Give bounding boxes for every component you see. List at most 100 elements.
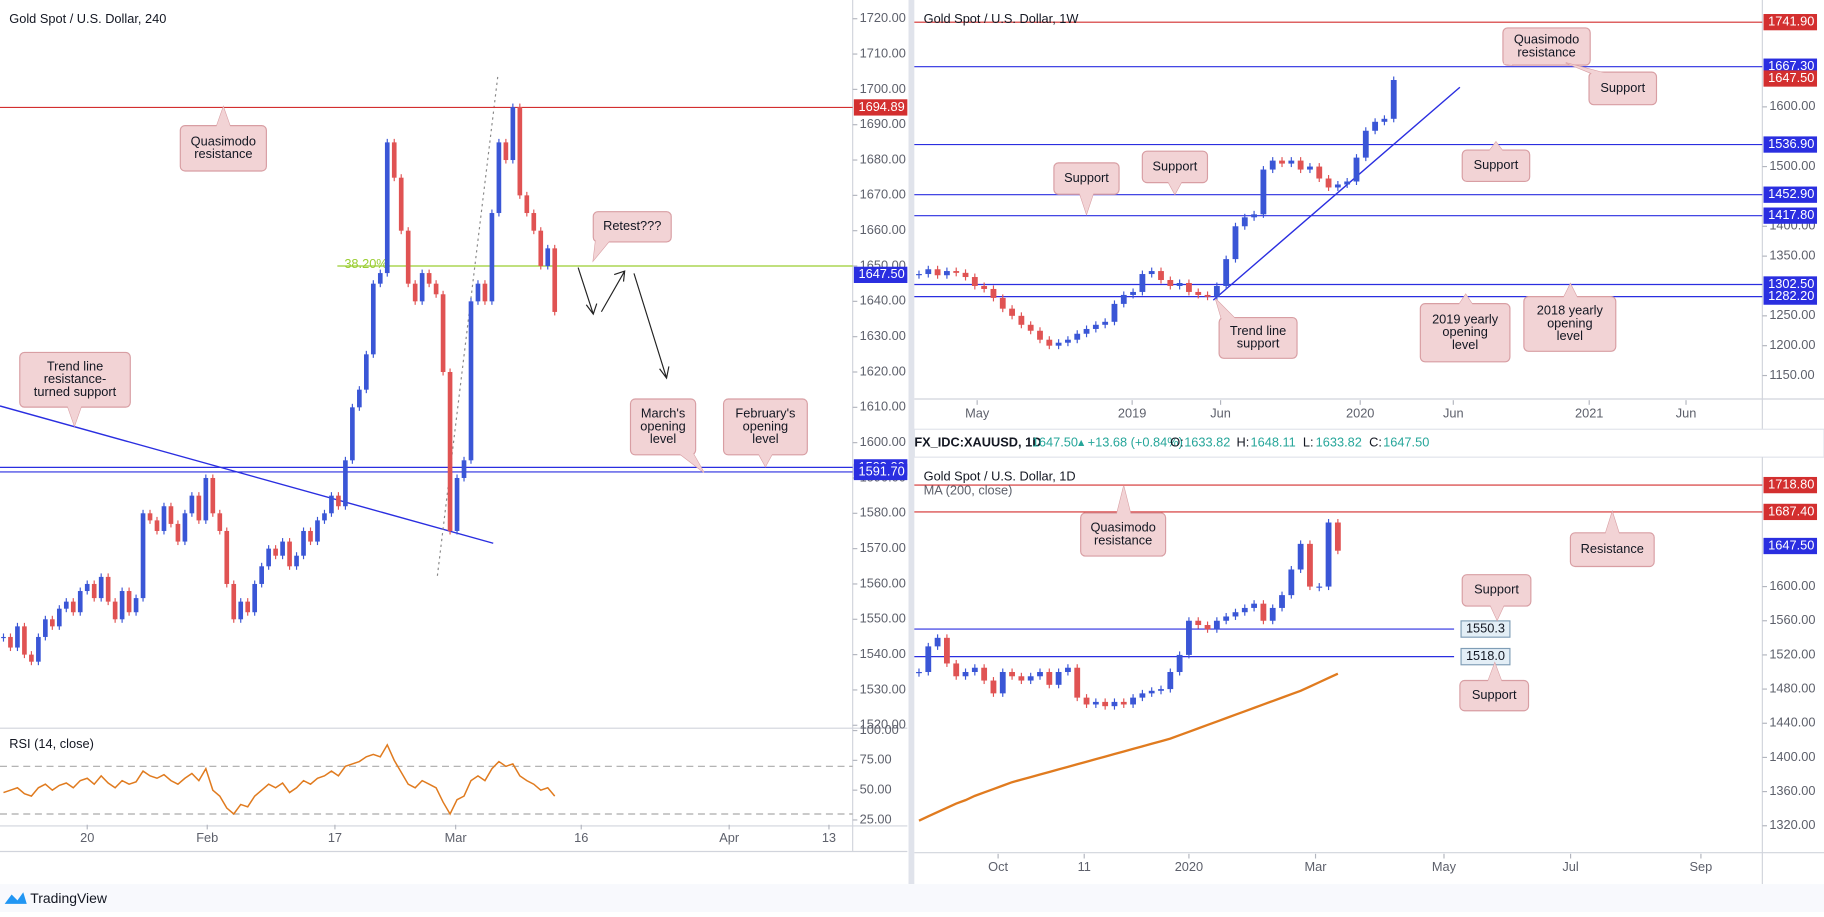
candle — [294, 555, 299, 567]
candle — [391, 142, 397, 178]
x-tick-label: Oct — [988, 859, 1008, 874]
candle — [1204, 625, 1211, 630]
candle — [468, 301, 474, 461]
level-label: 1741.90 — [1768, 14, 1814, 29]
callout-text: February's — [735, 405, 795, 420]
candle — [182, 513, 188, 542]
callout-pointer — [1563, 283, 1578, 298]
y-tick-label: 1520.00 — [1769, 646, 1815, 661]
candle — [934, 269, 941, 276]
level-label-bg — [1763, 503, 1818, 521]
candle — [56, 608, 62, 627]
panel-divider — [908, 0, 915, 885]
y-tick-label: 1720.00 — [860, 10, 906, 25]
candle — [1279, 595, 1285, 608]
candle — [1195, 291, 1202, 295]
candle — [552, 248, 558, 312]
y-tick-label: 1500.00 — [1769, 158, 1815, 173]
candle — [916, 672, 922, 674]
candle — [405, 230, 411, 284]
candle — [398, 177, 404, 231]
candle — [1167, 280, 1174, 286]
candle — [154, 520, 160, 531]
candle — [280, 541, 285, 556]
candle — [384, 142, 390, 274]
candle — [1092, 324, 1099, 329]
callout-text: March's — [641, 405, 685, 420]
y-tick-label: 1660.00 — [860, 222, 906, 237]
candle — [1167, 672, 1174, 690]
callout-pointer — [1490, 604, 1505, 621]
ma-line — [918, 672, 1339, 822]
candle — [1055, 342, 1062, 346]
candle — [1297, 160, 1304, 170]
level-label-bg — [1763, 537, 1818, 555]
y-tick-label: 100.00 — [860, 722, 899, 737]
arrows — [577, 267, 670, 380]
candle — [315, 520, 320, 542]
candle — [224, 530, 230, 584]
candle — [1213, 620, 1220, 630]
callout-text: Support — [1472, 687, 1517, 702]
ohlc-value: 1648.11 — [1251, 435, 1296, 450]
candle — [1055, 672, 1062, 685]
candle — [1111, 303, 1118, 322]
candle — [524, 195, 530, 214]
level-label: 1452.90 — [1768, 186, 1814, 201]
candle — [126, 591, 132, 613]
candle — [1186, 282, 1192, 292]
y-tick-label: 50.00 — [860, 782, 892, 797]
candle — [252, 583, 258, 613]
x-tick-label: 2020 — [1175, 859, 1203, 874]
candle — [29, 654, 34, 662]
callout-text: 2019 yearly — [1432, 311, 1499, 326]
callout-text: resistance- — [44, 371, 107, 386]
candle — [203, 477, 209, 521]
candle — [981, 667, 988, 681]
callout-text: resistance — [194, 146, 252, 161]
x-tick-label: 2021 — [1575, 405, 1603, 420]
y-tick-label: 75.00 — [860, 752, 892, 767]
candle — [63, 601, 69, 609]
ohlc-label: L: — [1303, 435, 1314, 450]
candle — [1130, 697, 1136, 705]
candle — [36, 636, 41, 662]
y-tick-label: 1710.00 — [860, 45, 906, 60]
candle — [1158, 271, 1164, 281]
candle — [50, 619, 55, 627]
panel-title: Gold Spot / U.S. Dollar, 1D — [924, 468, 1076, 483]
y-tick-label: 1680.00 — [860, 151, 906, 166]
x-tick-label: 2020 — [1346, 405, 1374, 420]
candle — [1334, 522, 1341, 551]
callout-pointer — [679, 453, 704, 473]
callout-pointer — [1167, 181, 1182, 195]
candle — [287, 541, 292, 567]
candle — [91, 583, 97, 599]
candle — [517, 107, 523, 196]
callout-pointer — [1458, 294, 1473, 305]
candle — [1158, 689, 1164, 691]
candle — [440, 294, 446, 372]
level-label-bg — [1763, 136, 1818, 153]
x-tick-label: May — [1432, 859, 1457, 874]
candle — [1083, 328, 1090, 334]
candle — [308, 530, 313, 542]
candle — [336, 495, 341, 507]
level-box-label: 1518.0 — [1466, 648, 1505, 663]
candle — [1307, 166, 1313, 170]
fib-label: 38.20% — [344, 256, 387, 271]
callout-text: support — [1237, 336, 1280, 351]
candle — [1297, 543, 1304, 570]
logo — [4, 892, 27, 904]
level-label: 1647.50 — [1768, 70, 1814, 85]
panel-title: Gold Spot / U.S. Dollar, 1W — [924, 11, 1080, 26]
callout-pointer — [1487, 663, 1502, 682]
callout-pointer — [67, 405, 82, 426]
candle — [545, 248, 551, 267]
candle — [43, 619, 48, 637]
level-label: 1647.50 — [1768, 537, 1814, 552]
candle — [1251, 603, 1258, 608]
y-tick-label: 1320.00 — [1769, 817, 1815, 832]
candle — [1381, 118, 1388, 122]
callout-text: level — [650, 431, 676, 446]
